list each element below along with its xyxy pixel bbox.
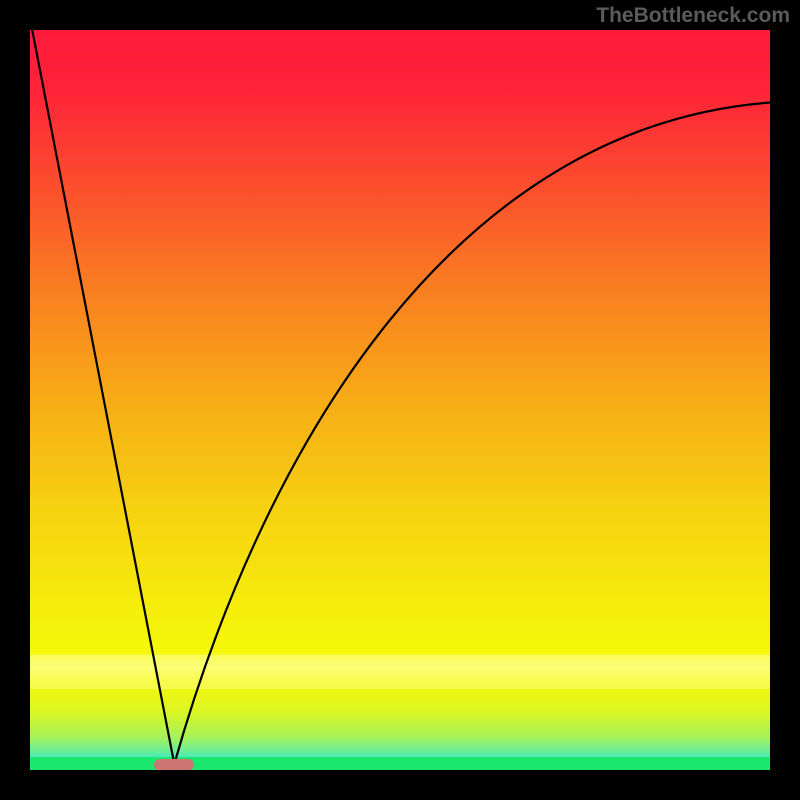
frame-left <box>0 0 30 800</box>
watermark-text: TheBottleneck.com <box>596 4 790 28</box>
plot-area <box>30 30 770 770</box>
bottleneck-curve <box>32 30 770 764</box>
frame-bottom <box>0 770 800 800</box>
minimum-marker <box>154 759 194 771</box>
frame-right <box>770 0 800 800</box>
curve-svg <box>30 30 770 770</box>
chart-container: TheBottleneck.com <box>0 0 800 800</box>
